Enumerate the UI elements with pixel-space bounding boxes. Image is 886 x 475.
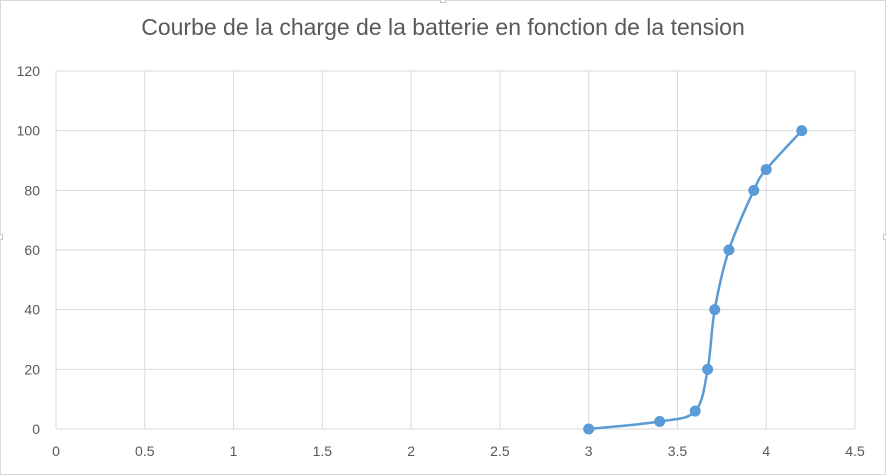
y-tick-label: 100 — [17, 123, 41, 139]
data-point[interactable] — [702, 363, 714, 375]
gridlines — [55, 70, 856, 430]
data-point[interactable] — [760, 163, 772, 175]
tick-labels: 0 0.5 1 1.5 2 2.5 3 3.5 4 4.5 0 20 40 60 80 100 120 — [17, 63, 865, 459]
data-point[interactable] — [748, 184, 760, 196]
x-tick-label: 4.5 — [845, 443, 865, 459]
data-point[interactable] — [689, 405, 701, 417]
data-point[interactable] — [583, 423, 595, 435]
x-tick-label: 2.5 — [490, 443, 510, 459]
data-point[interactable] — [709, 304, 721, 316]
x-tick-label: 3.5 — [668, 443, 688, 459]
resize-handle-left[interactable] — [0, 234, 3, 240]
x-tick-label: 1 — [230, 443, 238, 459]
data-series — [583, 125, 808, 435]
x-tick-label: 2 — [407, 443, 415, 459]
y-tick-label: 40 — [24, 302, 40, 318]
data-point[interactable] — [796, 125, 808, 137]
x-tick-label: 0 — [52, 443, 60, 459]
series-line — [588, 129, 803, 431]
chart-title: Courbe de la charge de la batterie en fo… — [141, 14, 745, 40]
resize-handle-top[interactable] — [440, 0, 446, 3]
x-tick-label: 0.5 — [135, 443, 155, 459]
data-point[interactable] — [654, 416, 666, 428]
y-tick-label: 120 — [17, 63, 41, 79]
y-tick-label: 0 — [32, 421, 40, 437]
data-point[interactable] — [723, 244, 735, 256]
y-tick-label: 20 — [24, 361, 40, 377]
x-tick-label: 3 — [585, 443, 593, 459]
y-tick-label: 60 — [24, 242, 40, 258]
resize-handle-right[interactable] — [883, 234, 886, 240]
x-tick-label: 4 — [762, 443, 770, 459]
x-tick-label: 1.5 — [313, 443, 333, 459]
y-tick-label: 80 — [24, 182, 40, 198]
